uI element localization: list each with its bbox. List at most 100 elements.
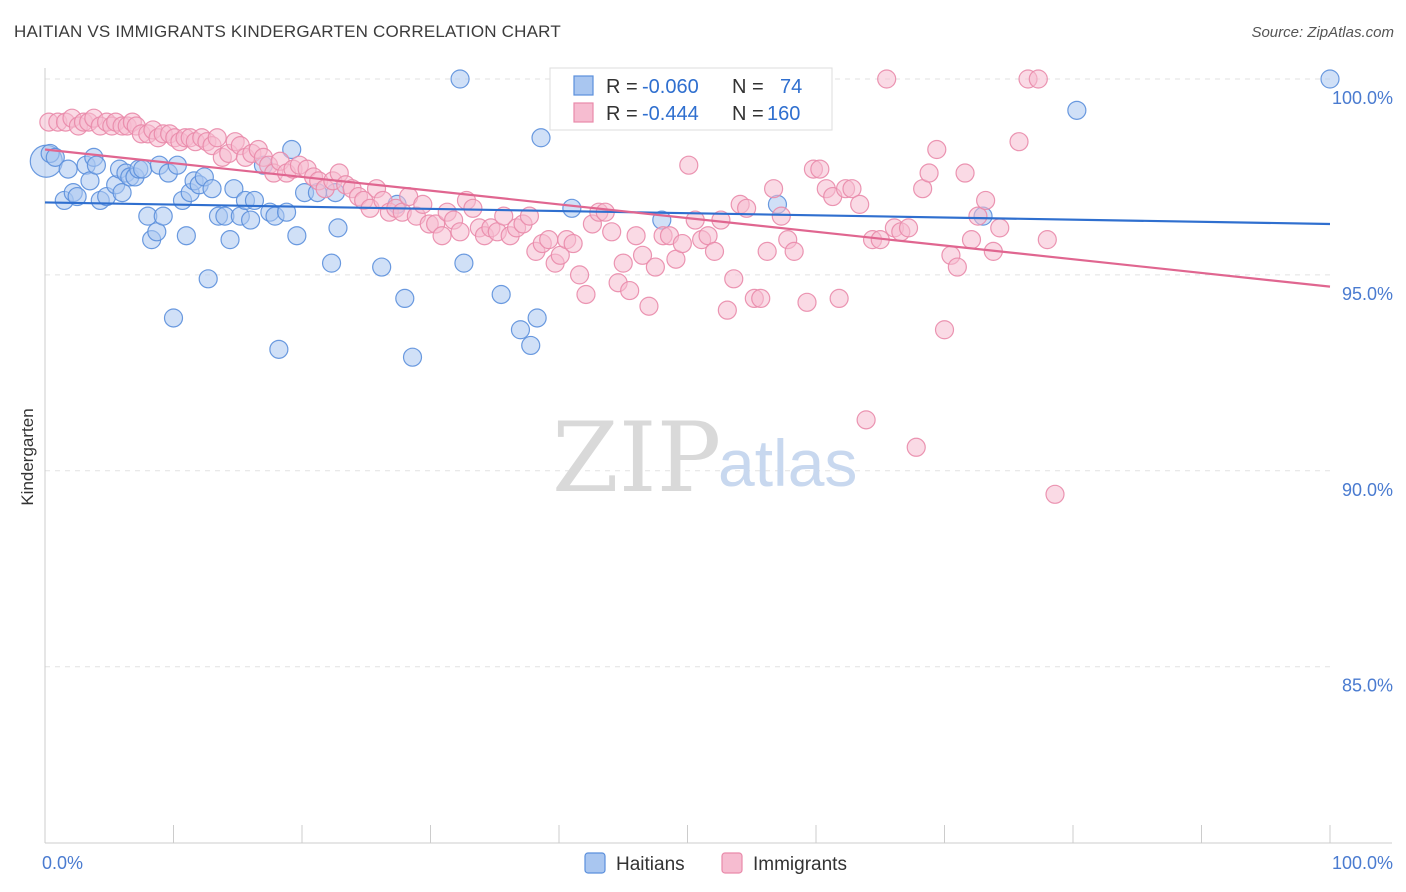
legend-n-label-haitians: N = bbox=[732, 76, 764, 98]
immigrant-point bbox=[207, 128, 227, 148]
series-haitians-points bbox=[29, 69, 1340, 367]
immigrant-point bbox=[626, 226, 646, 246]
haitian-point bbox=[1067, 100, 1087, 120]
y-axis-title: Kindergarten bbox=[18, 408, 37, 505]
immigrant-point bbox=[717, 300, 737, 320]
y-tick-label-3: 85.0% bbox=[1342, 676, 1393, 696]
haitian-point bbox=[198, 269, 218, 289]
haitian-point bbox=[282, 139, 302, 160]
haitian-point bbox=[220, 230, 240, 250]
haitian-point bbox=[562, 198, 582, 218]
immigrant-point bbox=[961, 230, 982, 250]
immigrant-point bbox=[829, 288, 849, 309]
legend-r-value-immigrants: -0.444 bbox=[642, 103, 699, 125]
immigrant-point bbox=[751, 288, 771, 309]
haitian-point bbox=[202, 179, 222, 199]
haitian-point bbox=[276, 202, 297, 222]
immigrant-point bbox=[919, 163, 939, 183]
bottom-legend-swatch-immigrants bbox=[721, 852, 743, 874]
immigrant-point bbox=[724, 269, 744, 289]
haitian-point bbox=[328, 218, 348, 238]
y-tick-labels: 100.0% 95.0% 90.0% 85.0% bbox=[1332, 88, 1393, 696]
haitian-point bbox=[527, 308, 547, 328]
legend-r-label-haitians: R = bbox=[606, 76, 638, 98]
immigrant-point bbox=[639, 296, 659, 316]
immigrant-point bbox=[704, 241, 725, 261]
immigrant-point bbox=[432, 226, 452, 246]
legend-n-value-immigrants: 160 bbox=[767, 103, 800, 125]
haitian-point bbox=[224, 179, 244, 199]
haitian-point bbox=[510, 320, 531, 340]
legend-r-label-immigrants: R = bbox=[606, 103, 638, 125]
legend-n-value-haitians: 74 bbox=[780, 76, 802, 98]
haitian-point bbox=[531, 128, 551, 148]
immigrant-point bbox=[645, 257, 665, 277]
haitian-point bbox=[491, 284, 511, 305]
immigrant-point bbox=[563, 233, 583, 254]
haitian-point bbox=[112, 183, 132, 203]
immigrant-point bbox=[679, 155, 699, 175]
haitian-point bbox=[241, 210, 261, 230]
immigrant-point bbox=[1028, 69, 1048, 89]
immigrant-point bbox=[850, 194, 870, 214]
immigrant-point bbox=[842, 179, 862, 199]
immigrant-point bbox=[968, 206, 988, 226]
legend-n-label-immigrants: N = bbox=[732, 103, 764, 125]
immigrant-point bbox=[771, 206, 791, 226]
immigrant-point bbox=[672, 233, 692, 254]
trend-line-haitians bbox=[44, 201, 1331, 226]
immigrant-point bbox=[1045, 484, 1065, 504]
y-tick-label-1: 95.0% bbox=[1342, 284, 1393, 304]
haitian-point bbox=[521, 335, 541, 356]
legend-box: R = -0.060 N = 74 R = -0.444 N = 160 bbox=[549, 67, 833, 131]
y-tick-label-0: 100.0% bbox=[1332, 88, 1393, 108]
haitian-point bbox=[133, 159, 153, 179]
immigrant-point bbox=[947, 257, 967, 277]
immigrant-point bbox=[934, 320, 955, 340]
immigrant-point bbox=[602, 222, 622, 242]
watermark-zip: ZIP bbox=[552, 402, 721, 514]
haitian-point bbox=[287, 226, 307, 246]
x-tick-label-1: 100.0% bbox=[1332, 853, 1393, 873]
immigrant-point bbox=[763, 179, 784, 199]
x-tick-labels: 0.0% 100.0% bbox=[42, 853, 1393, 873]
haitian-point bbox=[269, 339, 289, 359]
haitian-point bbox=[86, 155, 107, 175]
immigrant-point bbox=[757, 241, 777, 261]
haitian-point bbox=[176, 226, 196, 246]
immigrant-point bbox=[737, 198, 757, 218]
immigrant-point bbox=[955, 163, 975, 183]
immigrant-point bbox=[990, 218, 1010, 238]
haitian-point bbox=[372, 257, 392, 277]
immigrant-point bbox=[976, 190, 996, 211]
x-tick-label-0: 0.0% bbox=[42, 853, 83, 873]
haitian-point bbox=[153, 206, 173, 226]
haitian-point bbox=[67, 186, 87, 207]
legend-swatch-immigrants bbox=[573, 102, 594, 123]
trend-lines bbox=[44, 148, 1331, 288]
immigrant-point bbox=[877, 69, 897, 89]
haitian-point bbox=[395, 288, 415, 309]
immigrant-point bbox=[569, 265, 590, 285]
immigrant-point bbox=[797, 292, 817, 312]
trend-line-immigrants bbox=[44, 148, 1331, 288]
bottom-legend-immigrants: Immigrants bbox=[753, 854, 847, 875]
immigrant-point bbox=[613, 253, 633, 273]
haitian-point bbox=[321, 253, 342, 273]
immigrant-point bbox=[539, 230, 559, 250]
source-credit: Source: ZipAtlas.com bbox=[1251, 24, 1394, 41]
haitian-point bbox=[58, 159, 78, 179]
immigrant-point bbox=[413, 194, 433, 214]
haitian-point bbox=[450, 69, 470, 89]
legend-swatch-haitians bbox=[573, 75, 594, 96]
watermark-atlas: atlas bbox=[718, 426, 857, 500]
immigrant-point bbox=[620, 280, 640, 301]
bottom-legend-haitians: Haitians bbox=[616, 854, 685, 875]
immigrant-point bbox=[784, 241, 804, 261]
haitian-point bbox=[45, 147, 65, 167]
haitian-point bbox=[402, 347, 423, 367]
legend-box-frame bbox=[549, 67, 833, 131]
legend-r-value-haitians: -0.060 bbox=[642, 76, 699, 98]
bottom-legend-swatch-haitians bbox=[584, 852, 606, 874]
